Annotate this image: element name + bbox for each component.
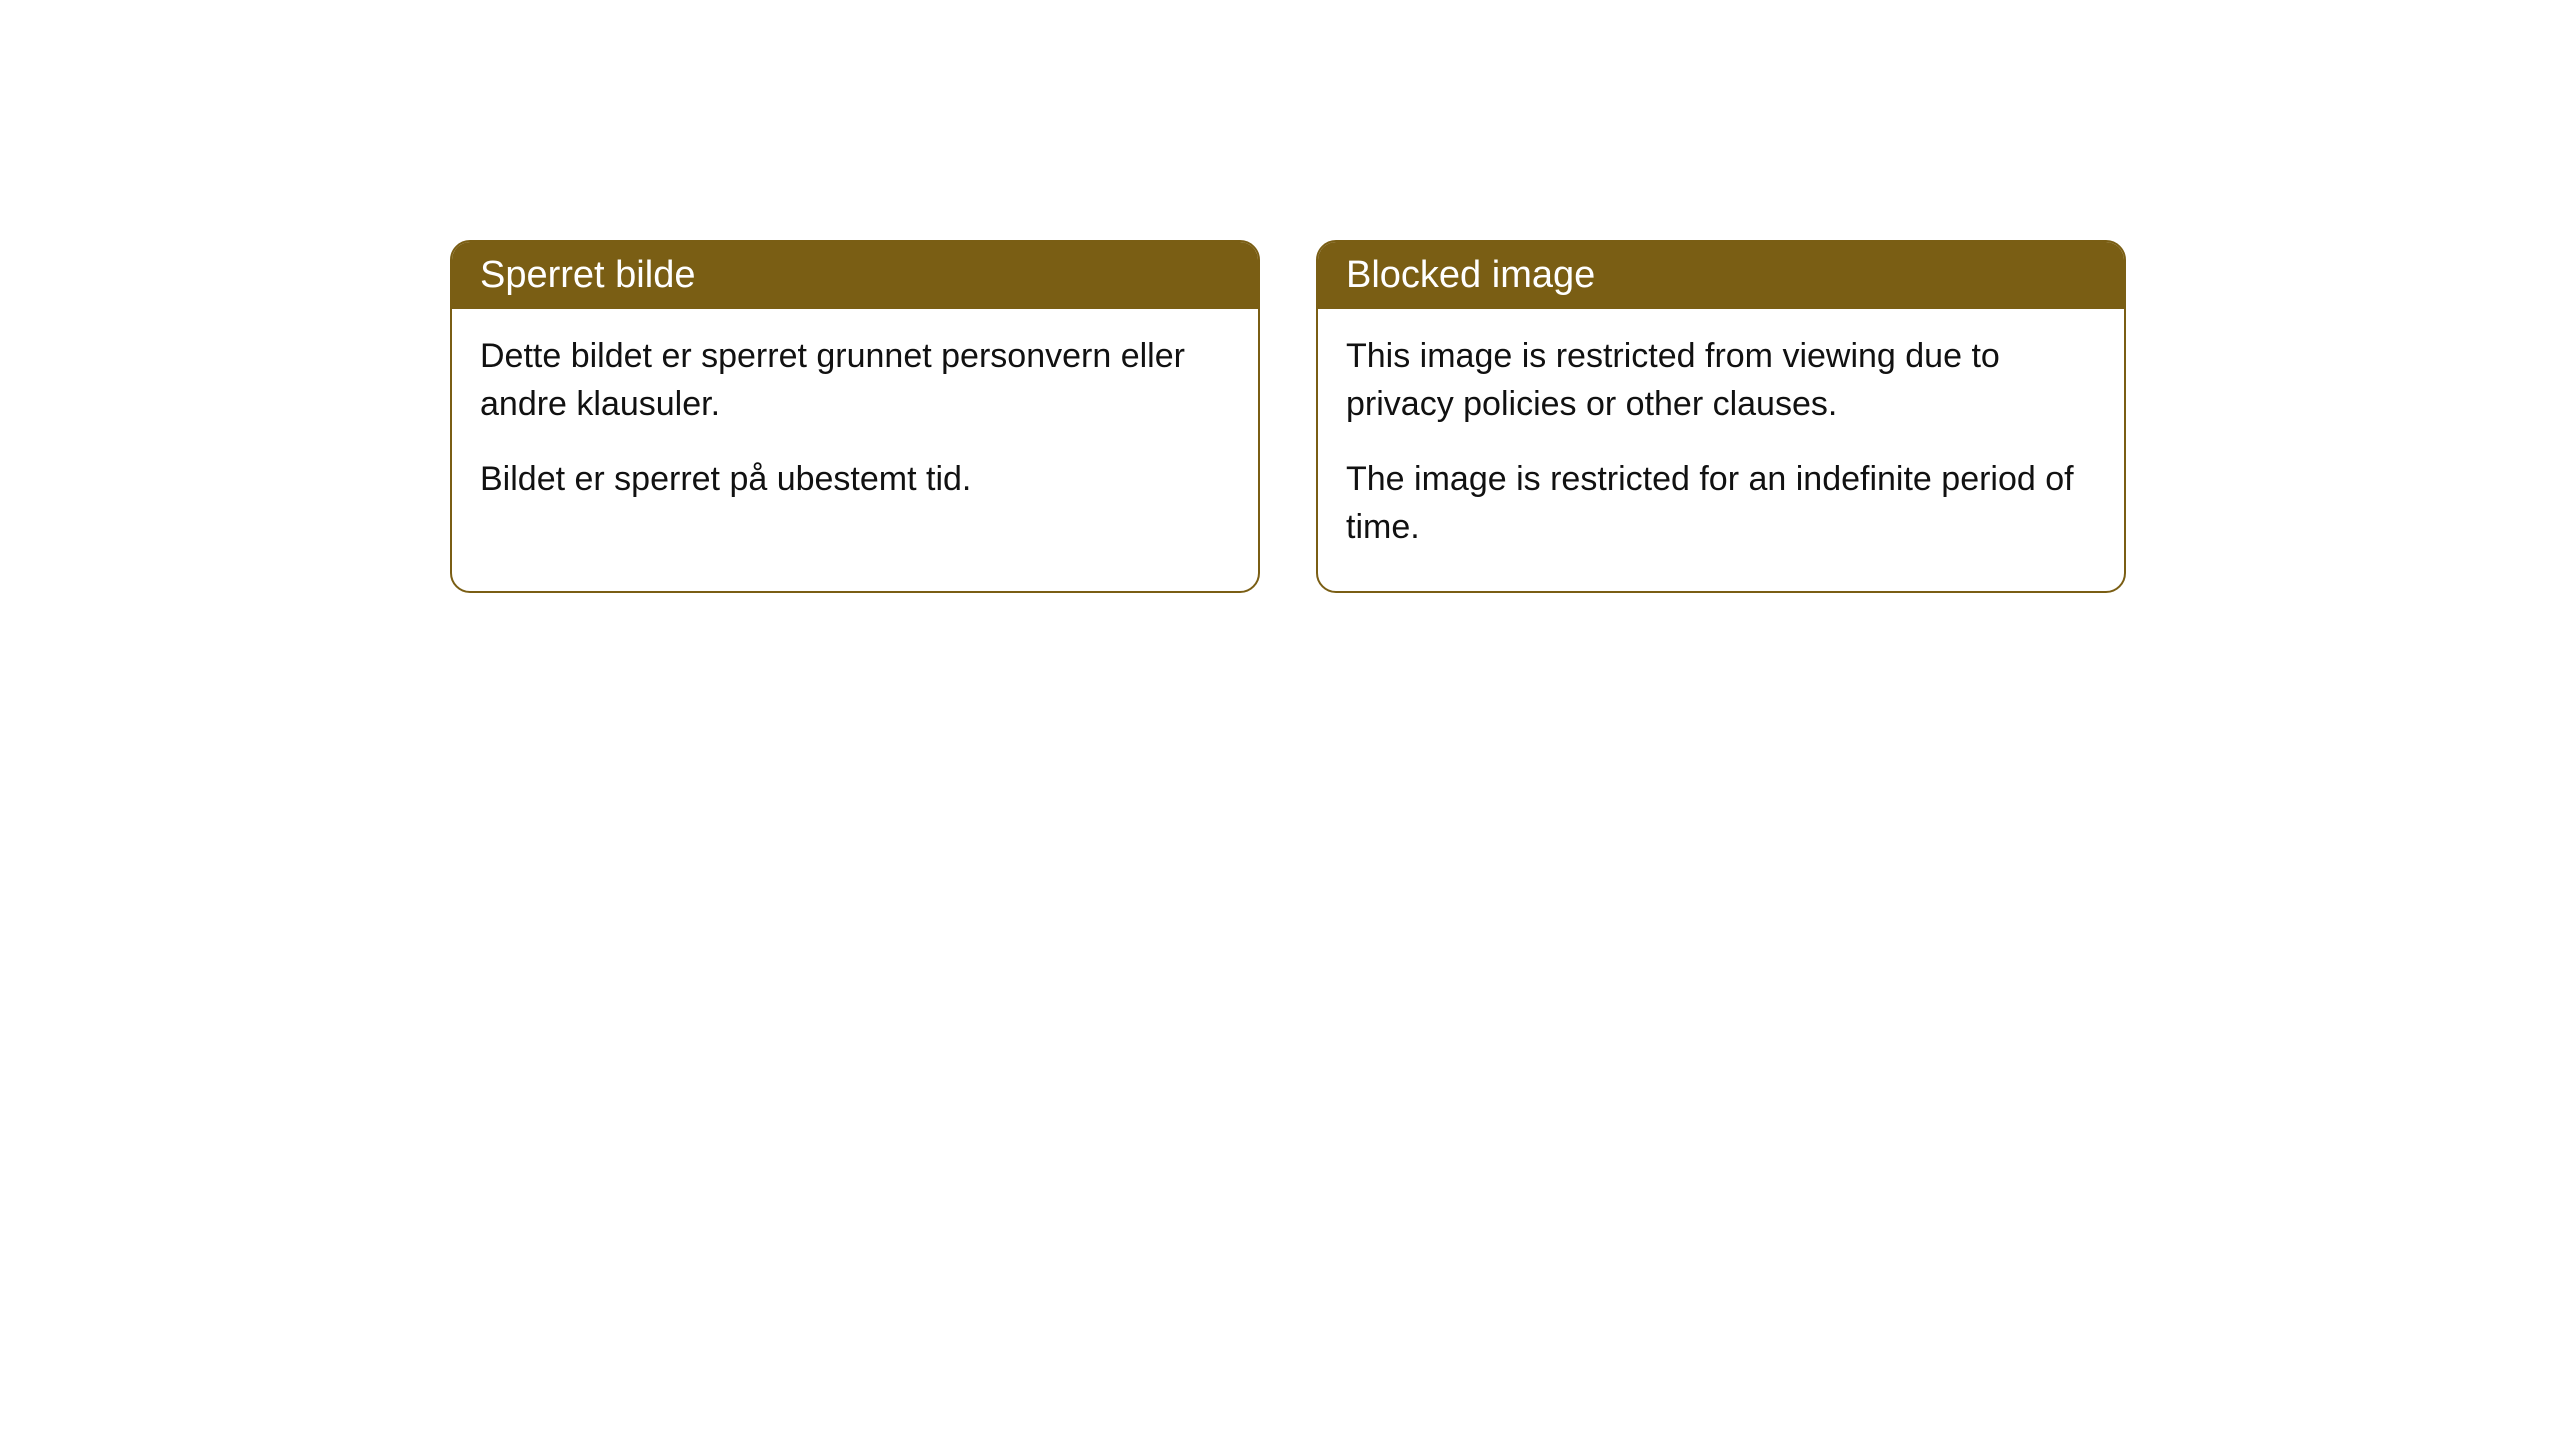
card-header-norwegian: Sperret bilde — [452, 242, 1258, 309]
card-title: Blocked image — [1346, 254, 1595, 296]
card-body-norwegian: Dette bildet er sperret grunnet personve… — [452, 309, 1258, 544]
card-text-line2: The image is restricted for an indefinit… — [1346, 456, 2096, 551]
card-title: Sperret bilde — [480, 254, 695, 296]
blocked-image-card-english: Blocked image This image is restricted f… — [1316, 240, 2126, 593]
card-header-english: Blocked image — [1318, 242, 2124, 309]
notice-cards-container: Sperret bilde Dette bildet er sperret gr… — [450, 240, 2126, 593]
card-body-english: This image is restricted from viewing du… — [1318, 309, 2124, 591]
card-text-line1: Dette bildet er sperret grunnet personve… — [480, 333, 1230, 428]
blocked-image-card-norwegian: Sperret bilde Dette bildet er sperret gr… — [450, 240, 1260, 593]
card-text-line2: Bildet er sperret på ubestemt tid. — [480, 456, 1230, 504]
card-text-line1: This image is restricted from viewing du… — [1346, 333, 2096, 428]
